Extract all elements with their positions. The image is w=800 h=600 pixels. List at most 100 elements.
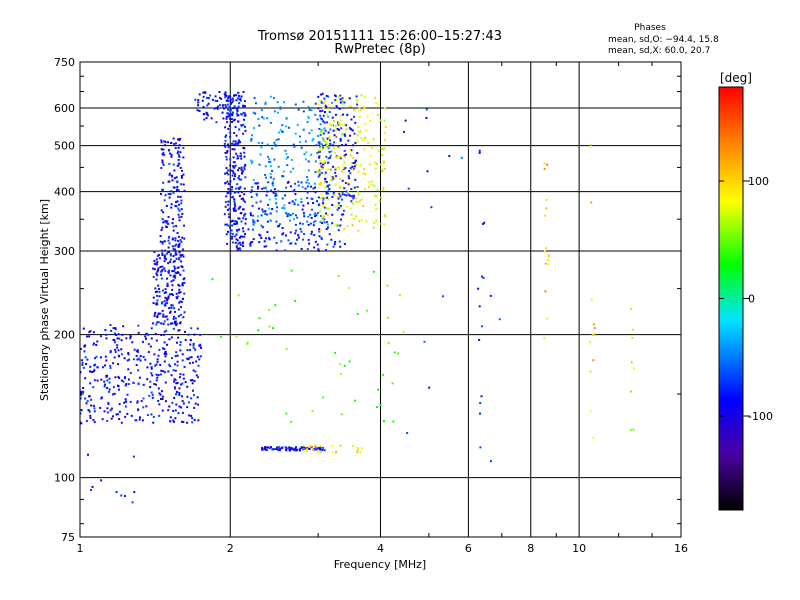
data-point	[252, 214, 255, 217]
data-point	[271, 147, 274, 150]
data-point	[134, 419, 137, 422]
data-point	[92, 418, 95, 421]
data-point	[441, 295, 444, 298]
data-point	[177, 244, 180, 247]
data-point	[398, 294, 401, 297]
data-point	[175, 351, 178, 354]
data-point	[331, 116, 334, 119]
data-point	[100, 479, 103, 482]
data-point	[163, 341, 166, 344]
data-point	[250, 137, 253, 140]
data-point	[183, 365, 186, 368]
data-point	[307, 238, 310, 241]
data-point	[172, 248, 175, 251]
data-point	[178, 216, 181, 219]
data-point	[131, 341, 134, 344]
data-point	[233, 208, 236, 211]
data-point	[283, 204, 286, 207]
data-point	[324, 140, 327, 143]
data-point	[544, 290, 547, 293]
data-point	[273, 188, 276, 191]
data-point	[175, 253, 178, 256]
data-point	[180, 174, 183, 177]
data-point	[161, 240, 164, 243]
data-point	[147, 343, 150, 346]
data-point	[310, 129, 313, 132]
data-point	[310, 208, 313, 211]
data-point	[387, 342, 390, 345]
data-point	[352, 162, 355, 165]
data-point	[209, 94, 212, 97]
data-point	[334, 351, 337, 354]
data-point	[252, 223, 255, 226]
data-point	[146, 366, 149, 369]
data-point	[163, 347, 166, 350]
data-point	[177, 295, 180, 298]
data-point	[163, 371, 166, 374]
data-point	[257, 207, 260, 210]
data-point	[322, 120, 325, 123]
data-point	[229, 226, 232, 229]
data-point	[228, 113, 231, 116]
data-point	[92, 343, 95, 346]
data-point	[155, 339, 158, 342]
data-point	[226, 149, 229, 152]
data-point	[251, 186, 254, 189]
data-point	[160, 322, 163, 325]
data-point	[333, 243, 336, 246]
data-point	[309, 222, 312, 225]
data-point	[116, 346, 119, 349]
data-point	[169, 253, 172, 256]
data-point	[277, 190, 280, 193]
data-point	[99, 406, 102, 409]
data-point	[318, 183, 321, 186]
data-point	[343, 101, 346, 104]
data-point	[238, 206, 241, 209]
data-point	[231, 224, 234, 227]
data-point	[156, 315, 159, 318]
data-point	[246, 342, 249, 345]
data-point	[189, 349, 192, 352]
data-point	[363, 148, 366, 151]
data-point	[341, 192, 344, 195]
data-point	[325, 155, 328, 158]
data-point	[318, 150, 321, 153]
data-point	[339, 224, 342, 227]
data-point	[589, 341, 592, 344]
data-point	[183, 311, 186, 314]
data-point	[281, 124, 284, 127]
data-point	[186, 385, 189, 388]
data-point	[164, 350, 167, 353]
data-point	[132, 382, 135, 385]
data-point	[236, 222, 239, 225]
data-point	[161, 226, 164, 229]
data-point	[170, 174, 173, 177]
phase-info-title: Phases	[634, 23, 666, 33]
data-point	[328, 184, 331, 187]
data-point	[170, 306, 173, 309]
data-point	[181, 236, 184, 239]
data-point	[153, 315, 156, 318]
data-point	[276, 206, 279, 209]
data-point	[148, 394, 151, 397]
data-point	[590, 298, 593, 301]
data-point	[117, 333, 120, 336]
y-tick-label: 400	[54, 186, 75, 199]
data-point	[327, 108, 330, 111]
data-point	[241, 227, 244, 230]
data-point	[167, 246, 170, 249]
data-point	[320, 129, 323, 132]
data-point	[162, 140, 165, 143]
data-point	[191, 379, 194, 382]
data-point	[314, 191, 317, 194]
data-point	[175, 393, 178, 396]
data-point	[364, 187, 367, 190]
data-point	[269, 95, 272, 98]
data-point	[173, 267, 176, 270]
data-point	[224, 126, 227, 129]
data-point	[376, 188, 379, 191]
data-point	[195, 360, 198, 363]
data-point	[144, 335, 147, 338]
data-point	[357, 170, 360, 173]
data-point	[250, 196, 253, 199]
